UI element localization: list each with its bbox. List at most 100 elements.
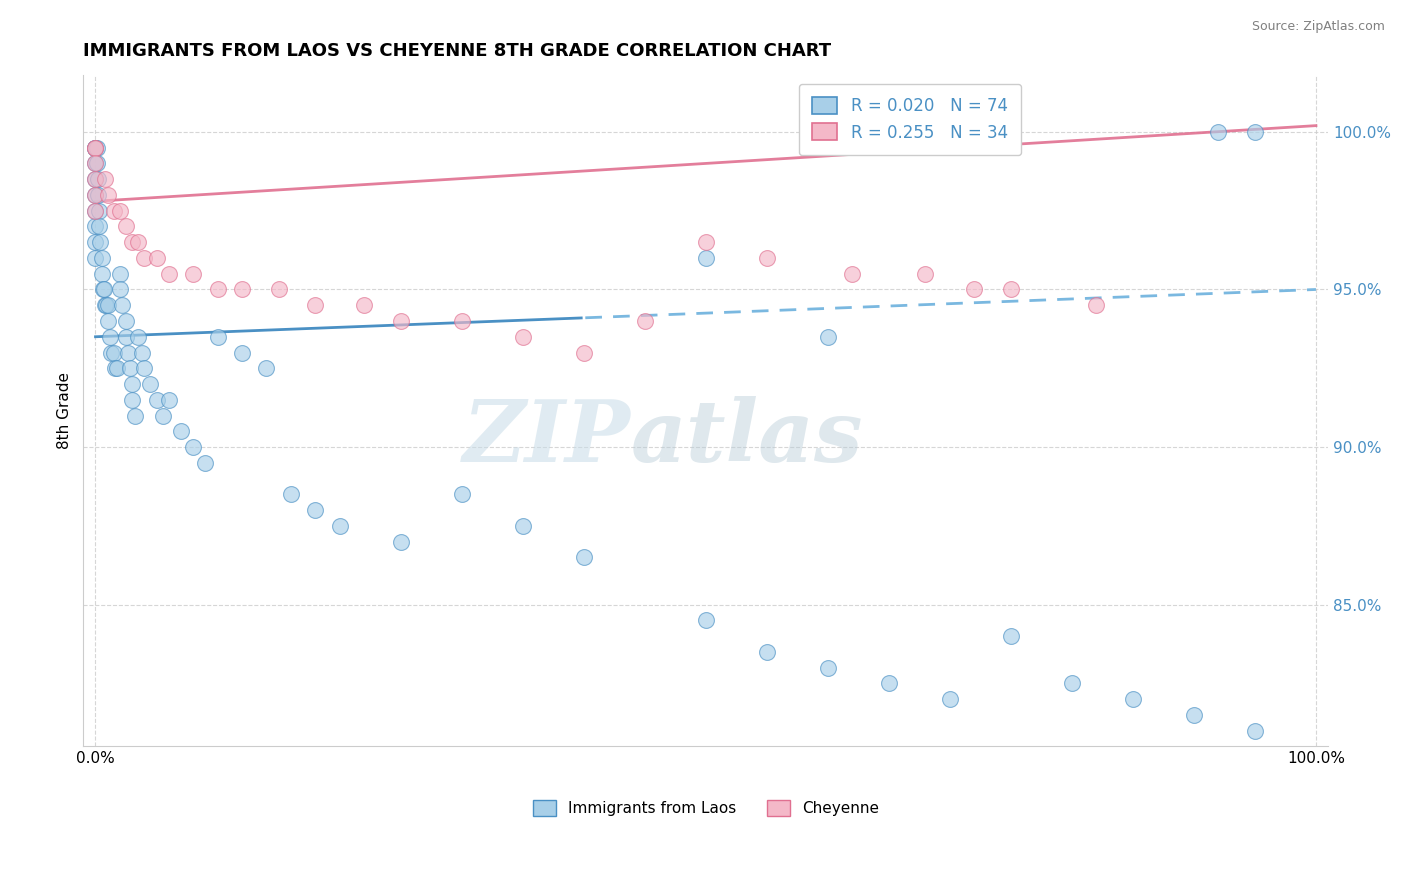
Point: [695, 235, 717, 250]
Point: [84, 141, 107, 155]
Point: [131, 345, 153, 359]
Point: [939, 692, 962, 706]
Point: [572, 345, 595, 359]
Point: [695, 251, 717, 265]
Point: [90, 251, 112, 265]
Point: [84, 251, 107, 265]
Y-axis label: 8th Grade: 8th Grade: [58, 372, 72, 450]
Point: [1000, 629, 1022, 643]
Point: [817, 660, 839, 674]
Point: [84, 219, 107, 234]
Point: [157, 392, 180, 407]
Point: [353, 298, 375, 312]
Point: [108, 283, 131, 297]
Point: [115, 219, 138, 234]
Point: [152, 409, 174, 423]
Point: [145, 392, 167, 407]
Point: [1122, 692, 1144, 706]
Point: [1000, 283, 1022, 297]
Point: [84, 172, 107, 186]
Point: [97, 188, 120, 202]
Point: [450, 487, 472, 501]
Point: [84, 188, 107, 202]
Point: [108, 203, 131, 218]
Point: [1244, 125, 1267, 139]
Point: [84, 156, 107, 170]
Point: [1182, 707, 1205, 722]
Point: [1085, 298, 1108, 312]
Point: [254, 361, 277, 376]
Text: IMMIGRANTS FROM LAOS VS CHEYENNE 8TH GRADE CORRELATION CHART: IMMIGRANTS FROM LAOS VS CHEYENNE 8TH GRA…: [83, 42, 831, 60]
Point: [145, 251, 167, 265]
Point: [280, 487, 302, 501]
Point: [181, 440, 204, 454]
Point: [841, 267, 863, 281]
Point: [103, 203, 125, 218]
Point: [90, 267, 112, 281]
Point: [450, 314, 472, 328]
Point: [118, 361, 141, 376]
Point: [139, 377, 162, 392]
Point: [389, 314, 412, 328]
Point: [572, 550, 595, 565]
Point: [115, 330, 138, 344]
Point: [103, 345, 125, 359]
Point: [86, 156, 108, 170]
Point: [96, 298, 118, 312]
Point: [107, 361, 129, 376]
Point: [1060, 676, 1083, 690]
Point: [181, 267, 204, 281]
Point: [121, 392, 143, 407]
Point: [97, 298, 120, 312]
Point: [170, 425, 193, 439]
Point: [94, 298, 117, 312]
Point: [84, 172, 107, 186]
Point: [84, 188, 107, 202]
Point: [963, 283, 986, 297]
Point: [157, 267, 180, 281]
Point: [84, 141, 107, 155]
Point: [84, 141, 107, 155]
Point: [87, 172, 110, 186]
Point: [97, 314, 120, 328]
Point: [695, 613, 717, 627]
Point: [634, 314, 657, 328]
Point: [86, 141, 108, 155]
Legend: Immigrants from Laos, Cheyenne: Immigrants from Laos, Cheyenne: [527, 795, 884, 822]
Point: [194, 456, 217, 470]
Point: [389, 534, 412, 549]
Point: [914, 267, 936, 281]
Point: [231, 283, 253, 297]
Point: [84, 203, 107, 218]
Point: [117, 345, 139, 359]
Point: [124, 409, 146, 423]
Point: [84, 203, 107, 218]
Point: [755, 645, 778, 659]
Point: [134, 361, 156, 376]
Point: [89, 235, 111, 250]
Text: Source: ZipAtlas.com: Source: ZipAtlas.com: [1251, 20, 1385, 33]
Point: [127, 235, 149, 250]
Point: [121, 235, 143, 250]
Point: [127, 330, 149, 344]
Point: [87, 188, 110, 202]
Point: [98, 330, 121, 344]
Point: [877, 676, 900, 690]
Point: [93, 283, 115, 297]
Point: [1208, 125, 1230, 139]
Point: [111, 298, 134, 312]
Point: [94, 172, 117, 186]
Point: [121, 377, 143, 392]
Point: [108, 267, 131, 281]
Point: [89, 219, 111, 234]
Point: [84, 141, 107, 155]
Point: [89, 203, 111, 218]
Point: [207, 283, 229, 297]
Point: [104, 361, 127, 376]
Point: [512, 519, 534, 533]
Point: [84, 156, 107, 170]
Point: [267, 283, 290, 297]
Point: [84, 141, 107, 155]
Point: [134, 251, 156, 265]
Point: [84, 235, 107, 250]
